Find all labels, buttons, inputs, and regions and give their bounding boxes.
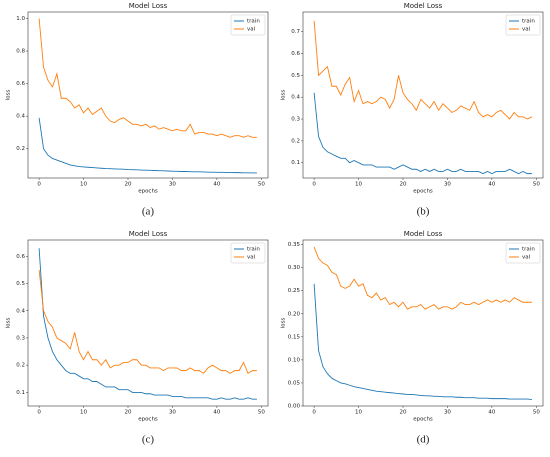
series-line	[38, 18, 257, 138]
series-line	[313, 92, 532, 175]
y-tick-label: 0.2	[16, 146, 25, 152]
x-tick-label: 10	[80, 410, 87, 416]
x-tick-label: 0	[312, 410, 316, 416]
y-tick-label: 0.2	[291, 138, 300, 144]
caption: (d)	[417, 434, 430, 446]
x-tick-label: 40	[488, 410, 495, 416]
x-tick-label: 10	[355, 410, 362, 416]
caption: (b)	[417, 206, 430, 218]
caption: (a)	[142, 206, 155, 218]
y-axis-label: loss	[6, 318, 12, 329]
chart-title: Model Loss	[404, 230, 443, 238]
plot-frame	[27, 239, 269, 407]
x-tick-label: 50	[533, 182, 540, 188]
y-tick-label: 0.6	[16, 81, 25, 87]
y-tick-label: 1.0	[16, 16, 25, 22]
legend-label: train	[247, 19, 260, 25]
x-tick-label: 0	[37, 182, 41, 188]
x-tick-label: 10	[355, 182, 362, 188]
chart-panel: Model Loss 0 10 20 30 40 50 0.1 0.2 0.3 0.4 0.5 0.6 e…	[6, 230, 269, 446]
y-tick-label: 0.1	[291, 160, 300, 166]
x-axis-label: epochs	[138, 417, 158, 423]
y-tick-label: 0.15	[288, 334, 301, 340]
plot-frame	[27, 11, 269, 179]
x-axis-label: epochs	[413, 189, 433, 195]
legend-box	[505, 14, 541, 36]
y-axis-label: loss	[6, 90, 12, 101]
legend-box	[230, 14, 266, 36]
y-tick-label: 0.20	[288, 311, 301, 317]
plot-frame	[302, 11, 544, 179]
x-axis-label: epochs	[413, 417, 433, 423]
y-tick-label: 0.1	[16, 390, 25, 396]
y-tick-label: 0.35	[288, 242, 301, 248]
x-tick-label: 20	[400, 410, 407, 416]
legend-box	[230, 242, 266, 264]
y-tick-label: 0.6	[291, 51, 300, 57]
x-tick-label: 0	[312, 182, 316, 188]
x-tick-label: 50	[258, 182, 265, 188]
legend-label: val	[522, 27, 531, 33]
x-tick-label: 40	[213, 182, 220, 188]
x-tick-label: 20	[400, 182, 407, 188]
legend-label: train	[247, 247, 260, 253]
x-tick-label: 30	[169, 182, 176, 188]
x-tick-label: 10	[80, 182, 87, 188]
y-tick-label: 0.2	[16, 363, 25, 369]
y-axis-label: loss	[281, 318, 287, 329]
chart-panel: Model Loss 0 10 20 30 40 50 0.00 0.05 0.10 0.15 0.2…	[281, 230, 544, 446]
y-tick-label: 0.30	[288, 265, 301, 271]
x-tick-label: 0	[37, 410, 41, 416]
chart-panel: Model Loss 0 10 20 30 40 50 0.1 0.2 0.3 0.4 0.5 0.6 0…	[281, 2, 544, 218]
x-tick-label: 30	[169, 410, 176, 416]
x-tick-label: 50	[533, 410, 540, 416]
chart-title: Model Loss	[129, 230, 168, 238]
y-tick-label: 0.10	[288, 357, 301, 363]
x-tick-label: 20	[125, 182, 132, 188]
caption: (c)	[142, 434, 155, 446]
x-tick-label: 30	[444, 410, 451, 416]
y-tick-label: 0.8	[16, 49, 25, 55]
series-line	[38, 248, 257, 400]
legend-label: val	[522, 255, 531, 261]
y-tick-label: 0.3	[16, 335, 25, 341]
legend-label: val	[247, 27, 256, 33]
x-axis-label: epochs	[138, 189, 158, 195]
y-tick-label: 0.00	[288, 404, 301, 410]
legend-label: val	[247, 255, 256, 261]
series-line	[313, 20, 533, 120]
y-tick-label: 0.25	[288, 288, 301, 294]
y-tick-label: 0.5	[291, 73, 300, 79]
chart-panel: Model Loss 0 10 20 30 40 50 0.2 0.4 0.6 0.8 1.0 epoc…	[6, 2, 269, 218]
y-tick-label: 0.05	[288, 380, 301, 386]
y-tick-label: 0.4	[291, 95, 300, 101]
x-tick-label: 20	[125, 410, 132, 416]
legend-box	[505, 242, 541, 264]
y-tick-label: 0.5	[16, 281, 25, 287]
y-tick-label: 0.4	[16, 308, 25, 314]
y-tick-label: 0.7	[291, 29, 300, 35]
series-line	[313, 246, 532, 310]
x-tick-label: 40	[488, 182, 495, 188]
chart-title: Model Loss	[404, 2, 443, 10]
series-line	[313, 283, 532, 400]
x-tick-label: 50	[258, 410, 265, 416]
y-tick-label: 0.6	[16, 254, 25, 260]
plot-frame	[302, 239, 544, 407]
x-tick-label: 40	[213, 410, 220, 416]
legend-label: train	[522, 19, 535, 25]
chart-title: Model Loss	[129, 2, 168, 10]
y-tick-label: 0.4	[16, 114, 25, 120]
series-line	[38, 117, 257, 174]
y-tick-label: 0.3	[291, 117, 300, 123]
legend-label: train	[522, 247, 535, 253]
x-tick-label: 30	[444, 182, 451, 188]
y-axis-label: loss	[281, 90, 287, 101]
series-line	[38, 269, 257, 375]
